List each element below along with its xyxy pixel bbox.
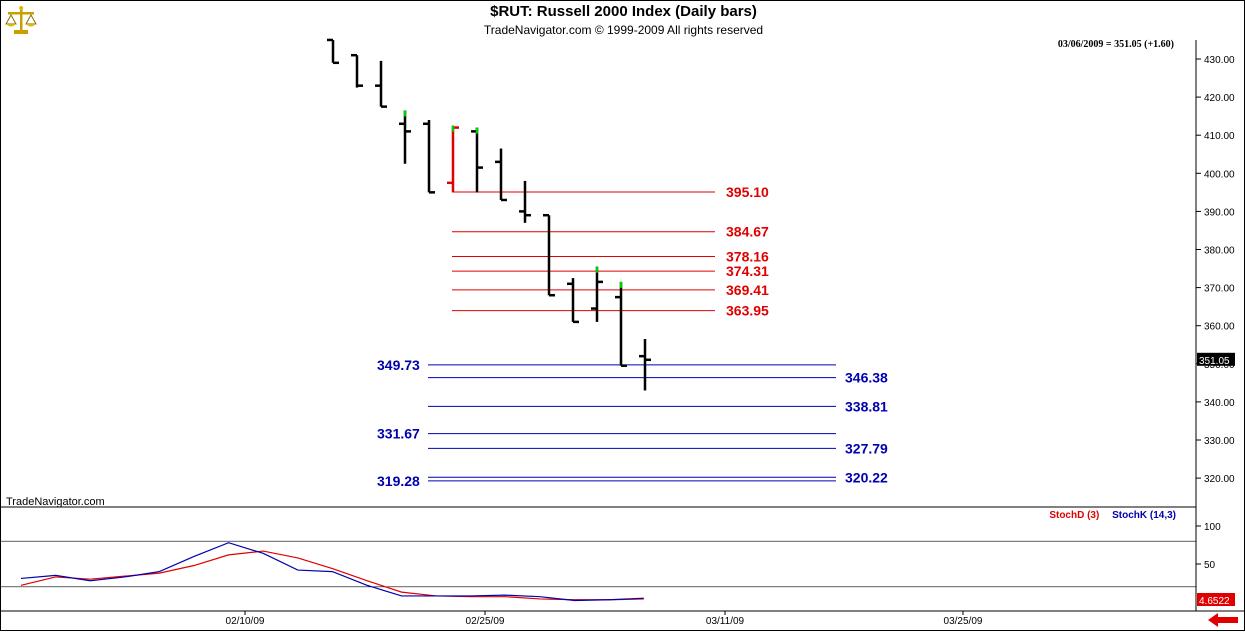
- y-tick-label: 330.00: [1204, 436, 1235, 447]
- chart-subtitle: TradeNavigator.com © 1999-2009 All right…: [483, 23, 764, 37]
- stoch-d-line: [20, 550, 644, 601]
- stoch-k-line: [20, 542, 644, 602]
- current-price-label: 351.05: [1199, 356, 1230, 367]
- y-tick-label: 380.00: [1204, 246, 1235, 257]
- x-tick-label: 02/10/09: [226, 616, 265, 627]
- chart-title: $RUT: Russell 2000 Index (Daily bars): [490, 3, 757, 20]
- y-tick-label: 420.00: [1204, 93, 1235, 104]
- y-tick-label: 430.00: [1204, 55, 1235, 66]
- left-arrow-icon[interactable]: [1206, 612, 1242, 628]
- y-tick-label: 340.00: [1204, 398, 1235, 409]
- stoch-y-tick-label: 50: [1204, 560, 1216, 571]
- stoch-value-box: [1197, 593, 1235, 606]
- y-tick-label: 320.00: [1204, 474, 1235, 485]
- y-tick-label: 400.00: [1204, 169, 1235, 180]
- watermark: TradeNavigator.com: [6, 496, 105, 508]
- support-label: 320.22: [845, 469, 888, 485]
- resistance-label: 395.10: [726, 184, 769, 200]
- y-tick-label: 370.00: [1204, 284, 1235, 295]
- stoch-value-label: 4.6522: [1199, 596, 1230, 607]
- resistance-label: 384.67: [726, 224, 769, 240]
- support-label: 327.79: [845, 440, 888, 456]
- x-tick-label: 03/11/09: [706, 616, 745, 627]
- current-price-box: [1197, 352, 1235, 366]
- support-label: 349.73: [377, 357, 420, 373]
- stoch-legend: StochD (3) StochK (14,3): [1049, 510, 1176, 521]
- resistance-label: 369.41: [726, 282, 769, 298]
- support-label: 319.28: [377, 473, 420, 489]
- stoch-y-tick-label: 100: [1204, 522, 1221, 533]
- x-tick-label: 03/25/09: [944, 616, 983, 627]
- scales-icon[interactable]: [4, 4, 38, 38]
- legend-stoch-d: StochD (3): [1049, 510, 1100, 521]
- support-label: 338.81: [845, 398, 888, 414]
- resistance-label: 363.95: [726, 303, 769, 319]
- last-price-info: 03/06/2009 = 351.05 (+1.60): [1057, 39, 1174, 50]
- resistance-label: 378.16: [726, 249, 769, 265]
- support-label: 346.38: [845, 370, 888, 386]
- y-tick-label: 410.00: [1204, 131, 1235, 142]
- support-label: 331.67: [377, 426, 420, 442]
- y-tick-label: 360.00: [1204, 322, 1235, 333]
- legend-stoch-k: StochK (14,3): [1112, 510, 1176, 521]
- resistance-label: 374.31: [726, 263, 769, 279]
- x-tick-label: 02/25/09: [466, 616, 505, 627]
- y-tick-label: 390.00: [1204, 207, 1235, 218]
